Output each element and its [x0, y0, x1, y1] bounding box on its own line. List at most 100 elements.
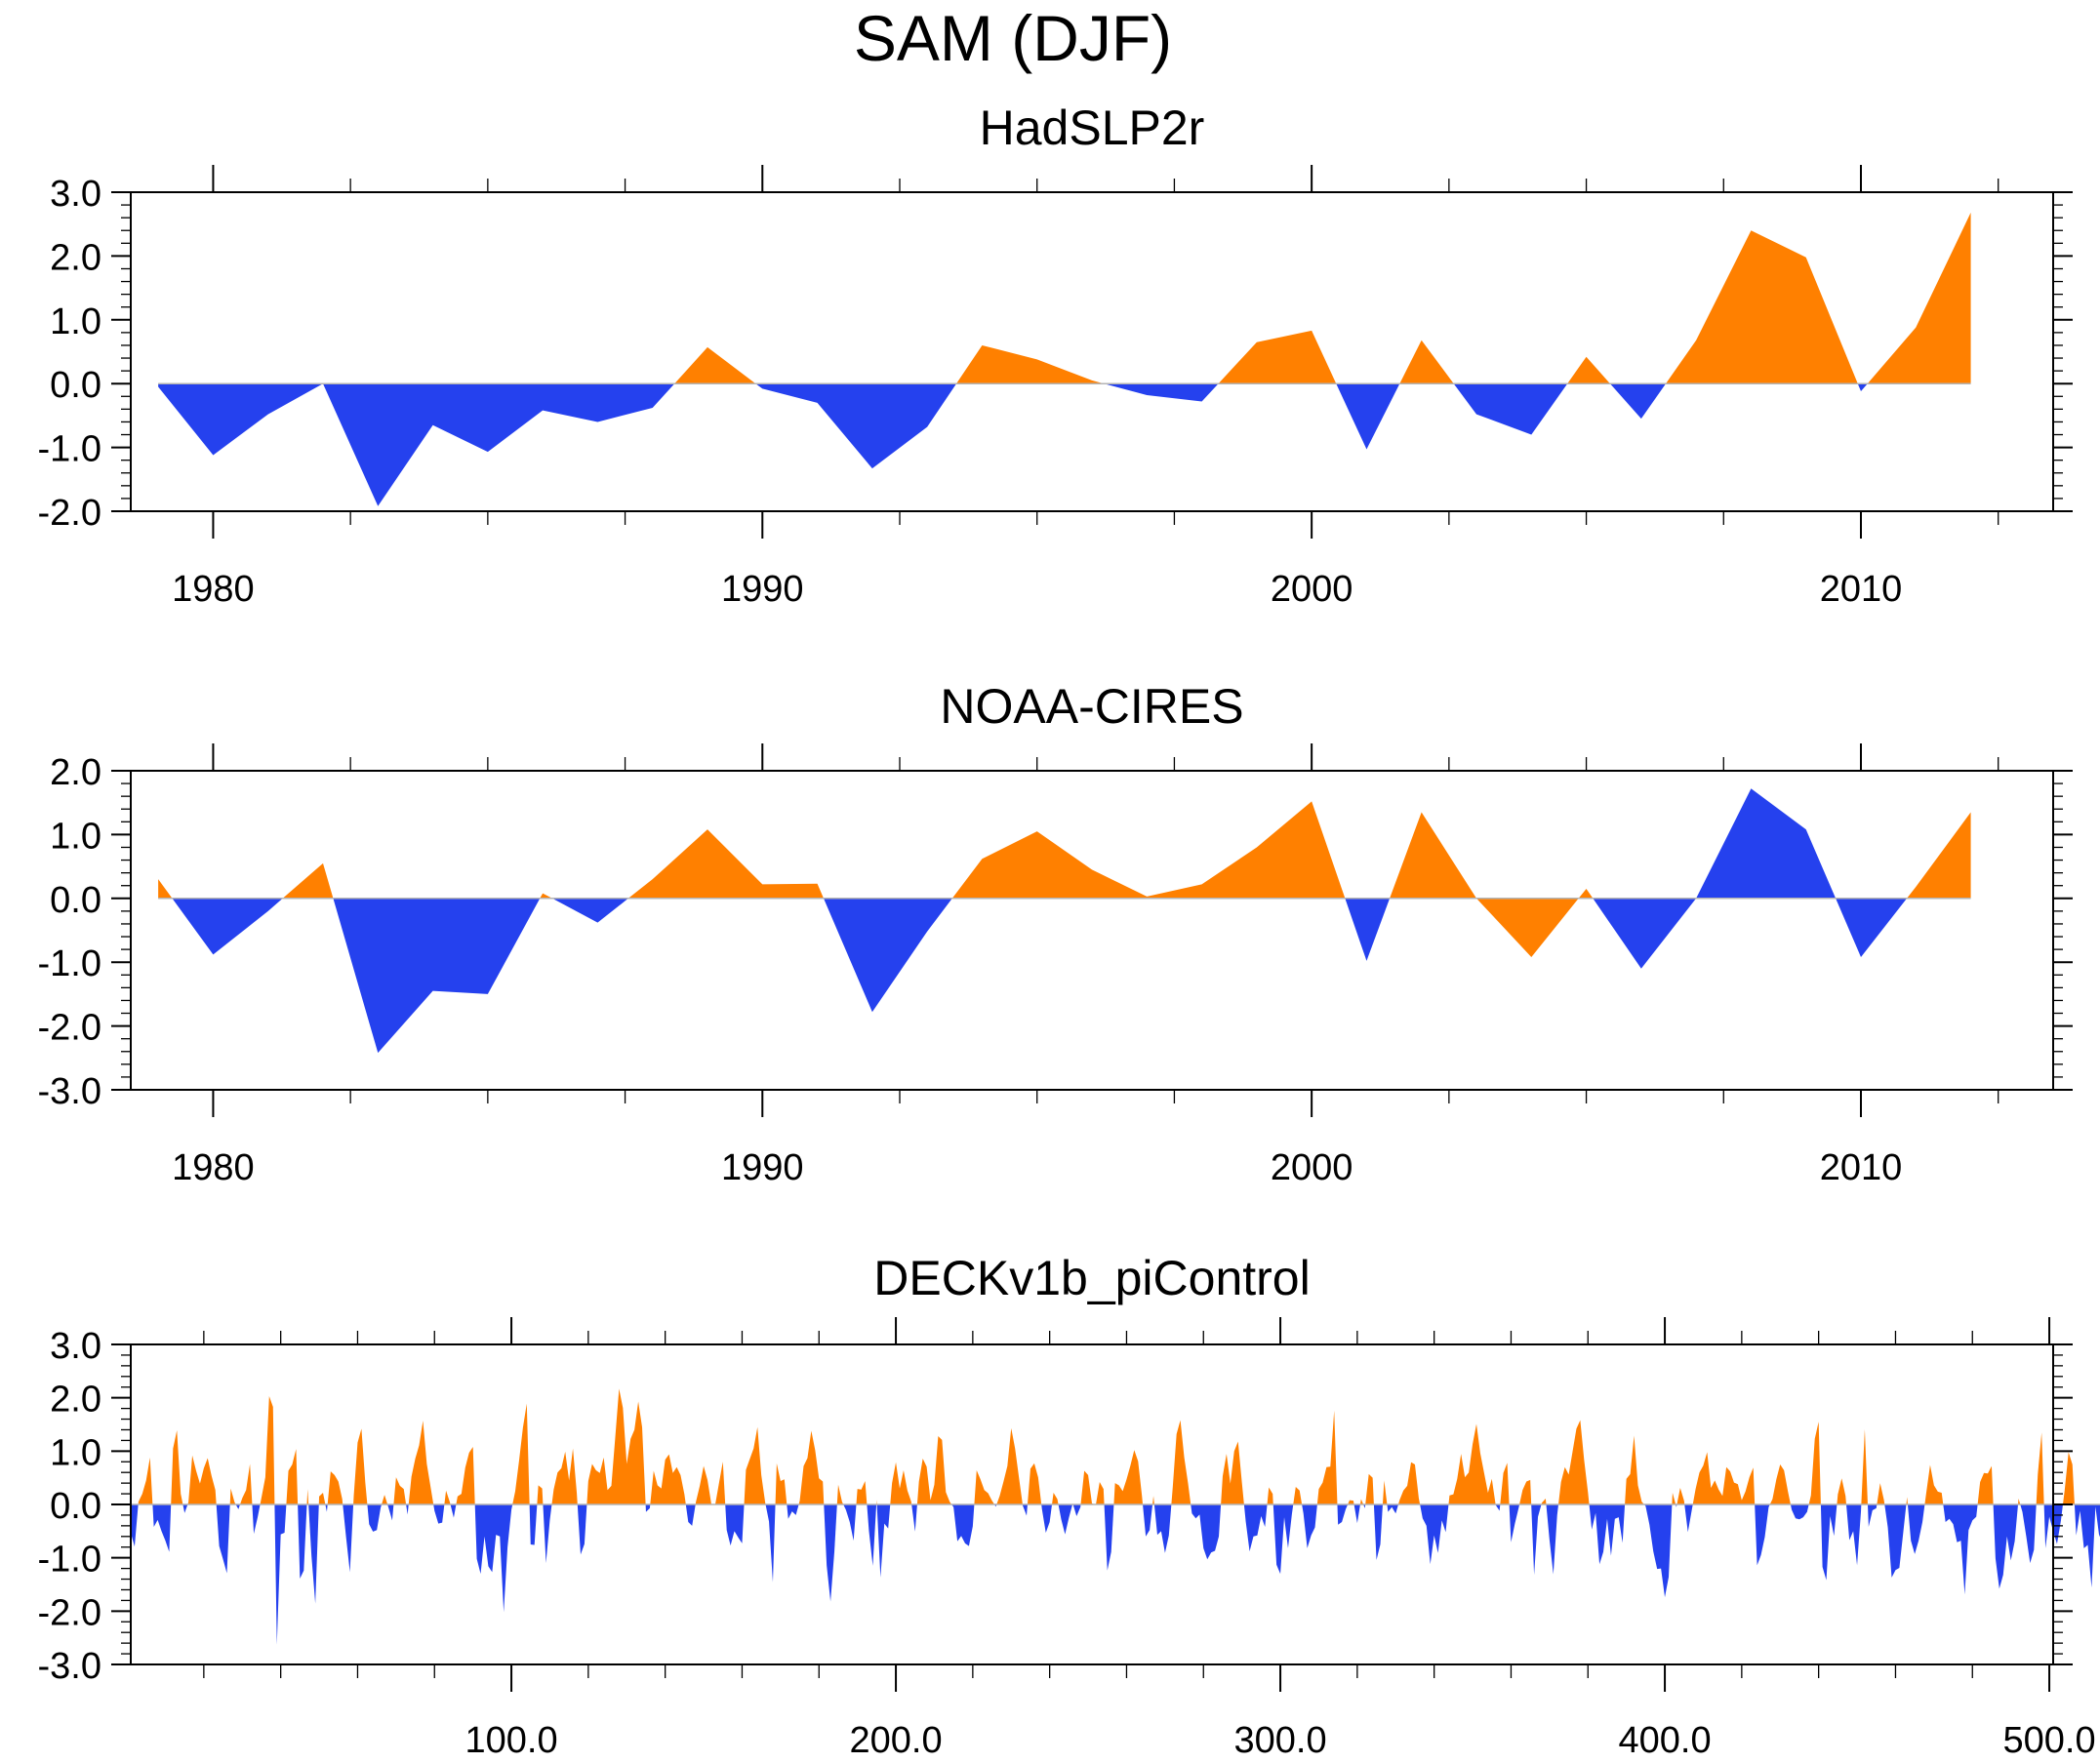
positive-area — [1877, 1483, 1885, 1504]
y-tick-label: 0.0 — [50, 1486, 101, 1527]
negative-area — [824, 1504, 837, 1602]
negative-area — [308, 1504, 319, 1604]
negative-area — [1022, 1504, 1028, 1516]
x-tick-label: 500.0 — [2003, 1720, 2096, 1761]
negative-area — [1243, 1504, 1268, 1552]
positive-area — [1448, 1423, 1496, 1504]
positive-area — [318, 1492, 326, 1504]
positive-area — [1692, 1452, 1756, 1504]
positive-area — [1316, 1410, 1338, 1504]
negative-area — [1272, 1504, 1294, 1575]
positive-area — [1382, 1480, 1388, 1504]
negative-area — [1302, 1504, 1317, 1548]
negative-area — [1104, 1504, 1114, 1571]
x-tick-label: 2010 — [1820, 569, 1903, 610]
negative-area — [1684, 1504, 1693, 1533]
negative-area — [529, 1504, 538, 1545]
positive-area — [1567, 356, 1610, 384]
negative-area — [787, 1504, 799, 1519]
positive-area — [1519, 1479, 1532, 1504]
negative-area — [1041, 1504, 1053, 1533]
positive-area — [408, 1421, 434, 1504]
negative-area — [1353, 1504, 1360, 1524]
y-tick-label: -2.0 — [38, 1008, 101, 1049]
positive-area — [537, 1485, 544, 1504]
negative-area — [1058, 1504, 1073, 1535]
negative-area — [1884, 1504, 1907, 1578]
negative-area — [1387, 1504, 1398, 1514]
positive-area — [1578, 888, 1594, 899]
negative-area — [152, 1504, 172, 1552]
negative-area — [843, 1504, 857, 1542]
positive-area — [876, 1500, 877, 1504]
positive-area — [1221, 1441, 1244, 1504]
positive-area — [695, 1465, 713, 1504]
negative-area — [1609, 383, 1667, 420]
positive-area — [996, 1427, 1023, 1504]
y-tick-label: 3.0 — [50, 1326, 101, 1367]
negative-area — [911, 1504, 917, 1532]
negative-area — [951, 1504, 975, 1546]
y-tick-label: 2.0 — [50, 1380, 101, 1421]
negative-area — [1495, 1504, 1501, 1511]
negative-area — [1345, 898, 1391, 961]
panel-title: DECKv1b_piControl — [873, 1251, 1310, 1305]
negative-area — [1420, 1504, 1449, 1565]
y-tick-label: -3.0 — [38, 1646, 101, 1687]
negative-area — [1531, 1504, 1542, 1576]
positive-area — [1293, 1486, 1303, 1504]
positive-area — [2018, 1498, 2021, 1504]
negative-area — [876, 1504, 891, 1578]
positive-area — [282, 862, 334, 899]
negative-area — [1867, 1504, 1878, 1527]
negative-area — [645, 1504, 651, 1512]
x-tick-label: 1990 — [721, 1147, 804, 1188]
negative-area — [765, 1504, 776, 1583]
positive-area — [540, 893, 552, 899]
positive-area — [1152, 1496, 1154, 1504]
positive-area — [1558, 1420, 1590, 1504]
x-tick-label: 2000 — [1271, 1147, 1353, 1188]
positive-area — [951, 801, 1346, 899]
negative-area — [1643, 1504, 1673, 1598]
x-tick-label: 1990 — [721, 569, 804, 610]
y-tick-label: -2.0 — [38, 1592, 101, 1633]
negative-area — [1104, 383, 1219, 402]
negative-area — [252, 1504, 261, 1535]
negative-area — [1363, 1504, 1366, 1508]
negative-area — [158, 383, 675, 506]
negative-area — [685, 1504, 696, 1526]
positive-area — [1027, 1462, 1042, 1504]
positive-area — [327, 1471, 343, 1504]
negative-area — [1373, 1504, 1383, 1560]
plot-frame — [130, 770, 2054, 1091]
x-tick-label: 100.0 — [465, 1720, 558, 1761]
y-tick-label: -1.0 — [38, 429, 101, 470]
positive-area — [1676, 1488, 1685, 1504]
negative-area — [406, 1504, 409, 1515]
positive-area — [1113, 1450, 1144, 1504]
positive-area — [512, 1403, 530, 1504]
positive-area — [551, 1448, 578, 1504]
positive-area — [650, 1454, 686, 1504]
positive-area — [456, 1446, 475, 1504]
positive-area — [890, 1462, 912, 1504]
positive-area — [286, 1449, 299, 1504]
y-tick-label: 3.0 — [50, 174, 101, 215]
x-tick-label: 400.0 — [1619, 1720, 1712, 1761]
positive-area — [240, 1463, 253, 1504]
figure-title: SAM (DJF) — [854, 2, 1172, 74]
negative-area — [2020, 1504, 2037, 1564]
y-tick-label: -3.0 — [38, 1071, 101, 1112]
chart-panel-noaa-cires: NOAA-CIRES -3.0 -2.0 -1.0 0.0 1.0 2.0 1980 1990 2… — [38, 679, 2073, 1188]
y-tick-label: 2.0 — [50, 237, 101, 278]
positive-area — [1837, 1478, 1846, 1504]
positive-area — [158, 879, 173, 899]
negative-area — [1593, 788, 1837, 969]
positive-area — [1666, 230, 1858, 384]
negative-area — [235, 1504, 241, 1509]
positive-area — [1348, 1500, 1354, 1504]
positive-area — [974, 1470, 995, 1504]
positive-area — [627, 829, 825, 899]
